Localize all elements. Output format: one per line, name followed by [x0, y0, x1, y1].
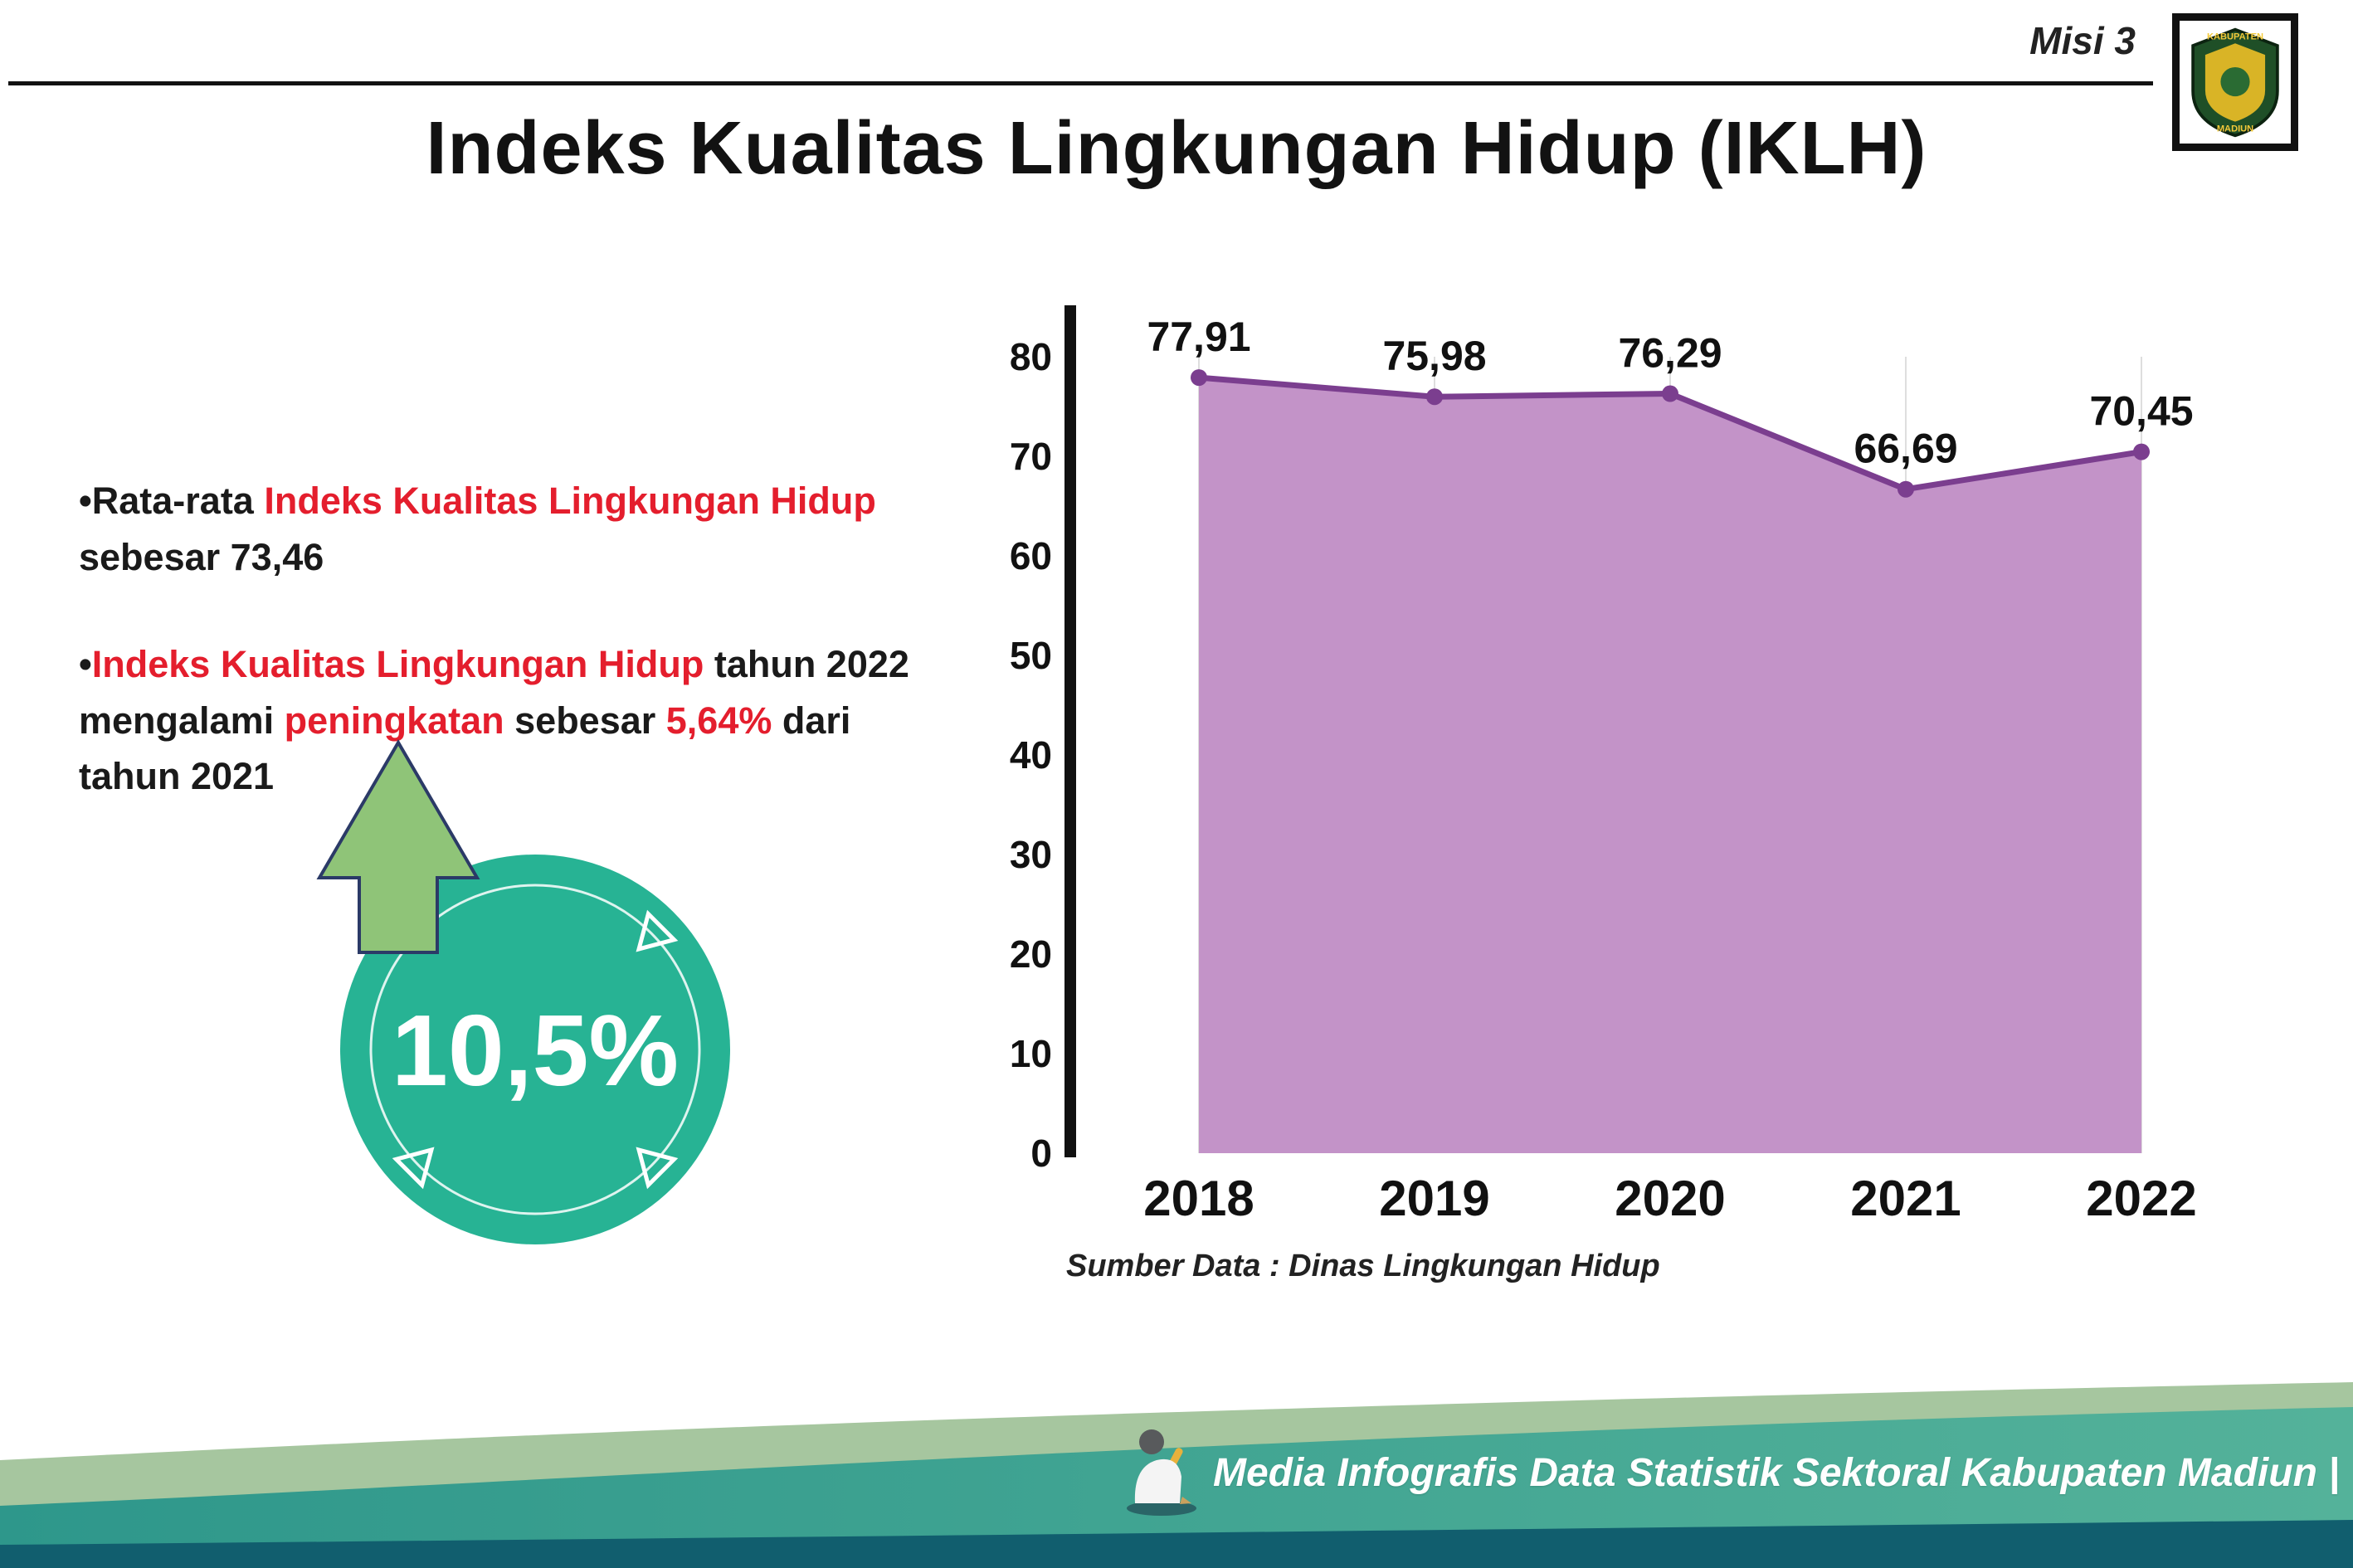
- y-tick-label: 80: [1010, 335, 1052, 378]
- data-point: [1426, 388, 1443, 406]
- bullet2-highlight-2: peningkatan: [284, 699, 504, 742]
- y-tick-label: 20: [1010, 933, 1052, 976]
- badge-triangle-se-icon: [636, 1147, 679, 1190]
- bullet1-pre: •Rata-rata: [79, 480, 265, 522]
- crest-icon: KABUPATEN MADIUN: [2191, 27, 2279, 138]
- x-tick-label: 2019: [1379, 1171, 1489, 1226]
- data-label: 70,45: [2089, 388, 2193, 435]
- area-fill: [1199, 377, 2141, 1153]
- y-tick-label: 10: [1010, 1032, 1052, 1075]
- bullet-average-iklh: •Rata-rata Indeks Kualitas Lingkungan Hi…: [79, 473, 958, 585]
- mascot-icon: [1122, 1420, 1201, 1518]
- badge-value: 10,5%: [392, 994, 679, 1107]
- chart-source-note: Sumber Data : Dinas Lingkungan Hidup: [1066, 1249, 1660, 1283]
- bullet2-highlight-3: 5,64%: [665, 699, 772, 742]
- mascot-desk: [1127, 1501, 1196, 1516]
- data-label: 66,69: [1854, 426, 1957, 472]
- x-tick-label: 2020: [1615, 1171, 1725, 1226]
- data-label: 75,98: [1382, 333, 1486, 379]
- bullet2-text-3: dari tahun 2021: [79, 699, 851, 798]
- bullet2-text-2: sebesar: [504, 699, 666, 742]
- badge-triangle-ne-icon: [636, 909, 679, 952]
- top-divider-line: [8, 81, 2153, 85]
- bullet-increase-2022: •Indeks Kualitas Lingkungan Hidup tahun …: [79, 636, 958, 805]
- data-label: 77,91: [1147, 314, 1250, 360]
- kabupaten-madiun-logo: KABUPATEN MADIUN: [2172, 13, 2298, 151]
- y-tick-label: 50: [1010, 634, 1052, 677]
- x-tick-label: 2021: [1850, 1171, 1961, 1226]
- mascot-graphic: [1127, 1429, 1196, 1516]
- badge-triangle-sw-icon: [392, 1147, 435, 1190]
- crest-text-bottom: MADIUN: [2217, 124, 2253, 134]
- mascot-body: [1134, 1458, 1181, 1503]
- increase-badge: 10,5%: [199, 730, 780, 1311]
- y-tick-label: 40: [1010, 733, 1052, 777]
- data-point: [2133, 443, 2150, 460]
- x-tick-label: 2022: [2086, 1171, 2196, 1226]
- footer-caption: Media Infografis Data Statistik Sektoral…: [1213, 1451, 2340, 1495]
- data-label: 76,29: [1618, 330, 1722, 377]
- y-axis-line: [1064, 305, 1076, 1157]
- iklh-area-chart: 0 10 20 30 40 50 60 70 80 77,91 75,98 76,29 66,69 70,…: [979, 299, 2307, 1261]
- misi-label: Misi 3: [2029, 19, 2136, 62]
- summary-bullets: •Rata-rata Indeks Kualitas Lingkungan Hi…: [79, 473, 958, 856]
- crest-center: [2220, 66, 2250, 97]
- crest-text-top: KABUPATEN: [2207, 32, 2263, 42]
- mascot-pencil-tip: [1180, 1497, 1191, 1504]
- bullet2-text-1: tahun 2022 mengalami: [79, 643, 909, 742]
- data-point: [1898, 480, 1914, 498]
- data-point: [1191, 369, 1207, 387]
- page-title: Indeks Kualitas Lingkungan Hidup (IKLH): [426, 107, 1927, 190]
- badge-ring: [369, 884, 701, 1215]
- y-tick-label: 60: [1010, 534, 1052, 577]
- y-tick-label: 30: [1010, 833, 1052, 876]
- bullet1-post: sebesar 73,46: [79, 535, 324, 578]
- y-tick-label: 70: [1010, 435, 1052, 478]
- data-point: [1662, 385, 1678, 402]
- wave-dark: [0, 1520, 2353, 1568]
- chart-canvas: 0 10 20 30 40 50 60 70 80 77,91 75,98 76,29 66,69 70,…: [1010, 305, 2197, 1226]
- up-arrow-icon: [316, 739, 480, 954]
- bullet2-highlight-1: Indeks Kualitas Lingkungan Hidup: [91, 643, 704, 685]
- increase-badge-graphic: 10,5%: [316, 739, 730, 1244]
- x-tick-label: 2018: [1143, 1171, 1254, 1226]
- bullet2-pre: •: [79, 643, 92, 685]
- mascot-head: [1139, 1429, 1164, 1454]
- bullet1-highlight: Indeks Kualitas Lingkungan Hidup: [264, 480, 876, 522]
- y-tick-label: 0: [1030, 1132, 1052, 1175]
